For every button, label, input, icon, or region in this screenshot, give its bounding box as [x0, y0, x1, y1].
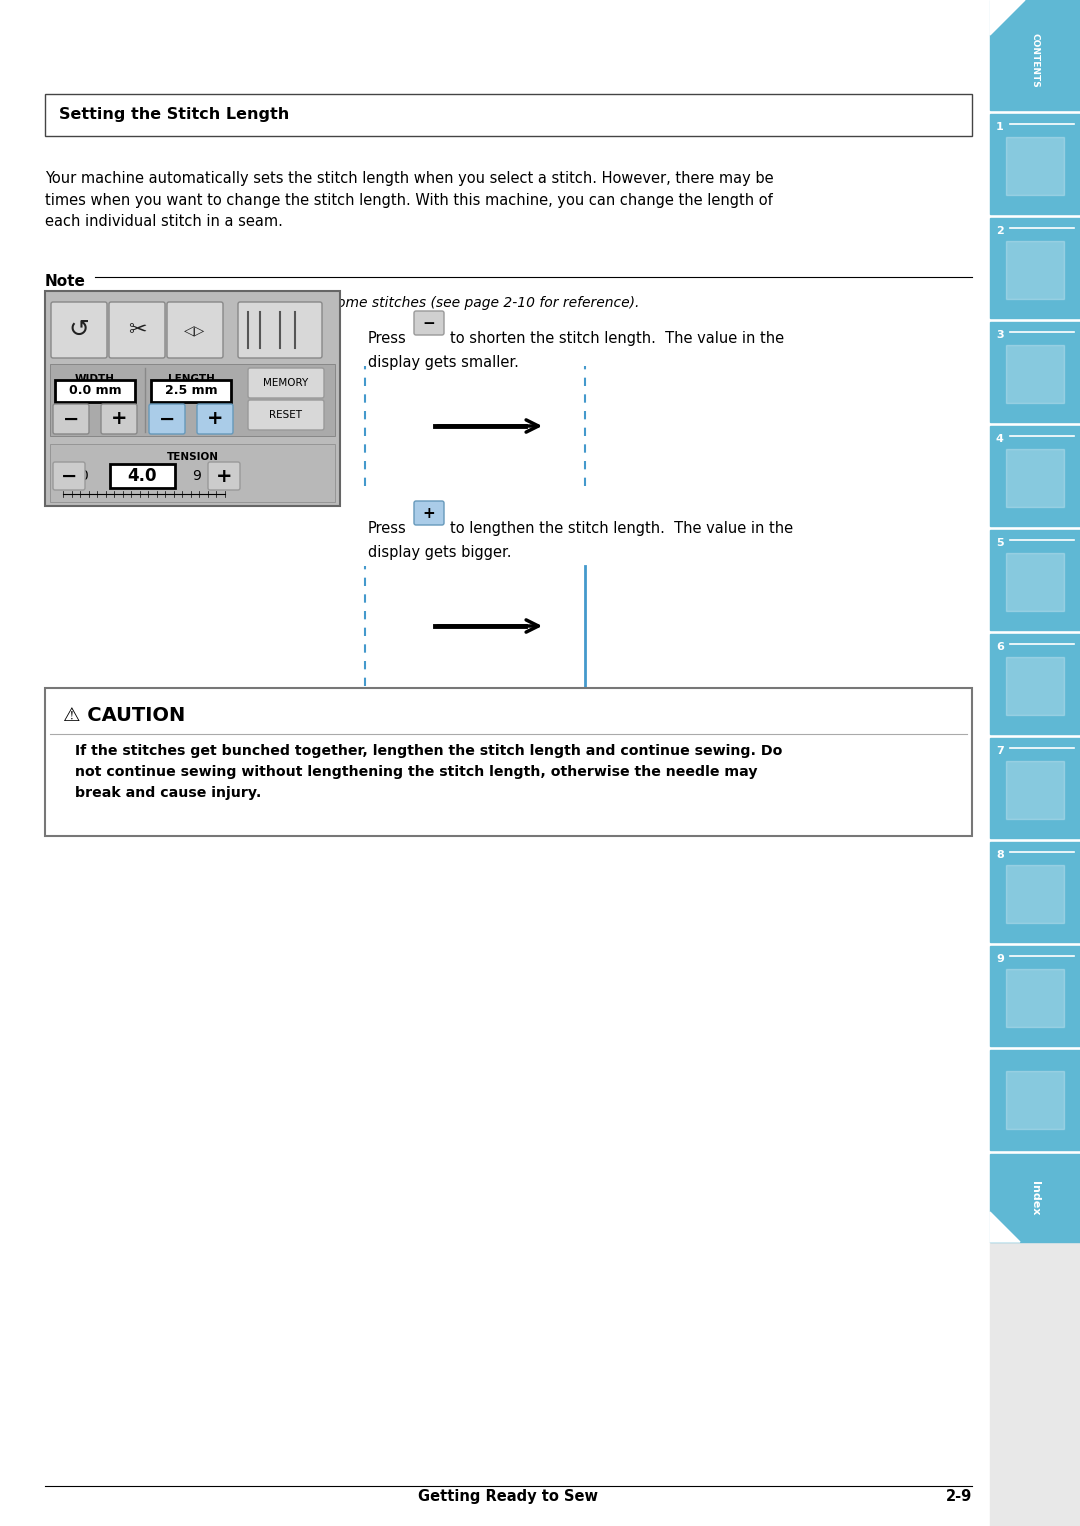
Text: 2: 2	[996, 226, 1003, 237]
Text: +: +	[111, 409, 127, 429]
Text: 5: 5	[996, 539, 1003, 548]
Text: +: +	[216, 467, 232, 485]
Text: ↺: ↺	[68, 317, 90, 342]
Bar	[45, 291, 340, 507]
Bar	[990, 1050, 1080, 1151]
Text: If the stitches get bunched together, lengthen the stitch length and continue se: If the stitches get bunched together, le…	[75, 745, 782, 800]
Bar	[1005, 969, 1064, 1027]
Bar	[990, 739, 1080, 838]
Text: display gets bigger.: display gets bigger.	[368, 545, 512, 560]
FancyBboxPatch shape	[238, 302, 322, 359]
FancyBboxPatch shape	[414, 311, 444, 336]
Bar	[990, 1242, 1080, 1526]
Text: −: −	[63, 409, 79, 429]
Text: −: −	[60, 467, 77, 485]
Text: 7: 7	[996, 746, 1003, 755]
Text: It is not possible to change the length of some stitches (see page 2-10 for refe: It is not possible to change the length …	[45, 296, 639, 310]
FancyBboxPatch shape	[197, 404, 233, 433]
FancyBboxPatch shape	[53, 462, 85, 490]
Polygon shape	[990, 0, 1025, 35]
Polygon shape	[990, 1212, 1020, 1242]
Bar	[45, 95, 972, 136]
FancyBboxPatch shape	[167, 302, 222, 359]
Bar	[990, 633, 1080, 734]
Text: 4: 4	[996, 433, 1004, 444]
FancyBboxPatch shape	[248, 400, 324, 430]
Bar	[1005, 1071, 1064, 1129]
Bar	[1005, 658, 1064, 716]
Text: ◁▷: ◁▷	[185, 324, 205, 337]
Text: MEMORY: MEMORY	[264, 378, 309, 388]
Text: −: −	[159, 409, 175, 429]
Text: CONTENTS: CONTENTS	[1030, 32, 1039, 87]
Text: 9: 9	[192, 468, 202, 484]
Text: Your machine automatically sets the stitch length when you select a stitch. Howe: Your machine automatically sets the stit…	[45, 171, 773, 229]
Text: 2-9: 2-9	[946, 1489, 972, 1505]
Text: ✂: ✂	[127, 320, 146, 340]
Text: RESET: RESET	[270, 410, 302, 420]
FancyBboxPatch shape	[414, 501, 444, 525]
Bar	[1005, 552, 1064, 610]
Bar	[990, 1154, 1080, 1242]
Bar	[990, 530, 1080, 630]
Text: +: +	[422, 505, 435, 520]
Text: LENGTH: LENGTH	[167, 374, 215, 385]
Bar	[1005, 449, 1064, 507]
Text: display gets smaller.: display gets smaller.	[368, 356, 518, 369]
Bar	[1005, 761, 1064, 819]
Bar	[1005, 865, 1064, 923]
Text: 1: 1	[996, 122, 1003, 133]
Text: Press: Press	[368, 331, 407, 346]
Bar	[151, 380, 231, 401]
Bar	[110, 464, 175, 488]
Text: Getting Ready to Sew: Getting Ready to Sew	[419, 1489, 598, 1505]
Bar	[990, 946, 1080, 1045]
FancyBboxPatch shape	[51, 302, 107, 359]
Text: WIDTH: WIDTH	[75, 374, 114, 385]
Text: +: +	[206, 409, 224, 429]
Bar	[990, 218, 1080, 317]
Text: Setting the Stitch Length: Setting the Stitch Length	[59, 107, 289, 122]
Text: Note: Note	[45, 275, 86, 288]
Bar	[50, 365, 335, 436]
Text: 8: 8	[996, 850, 1003, 861]
Text: 0.0 mm: 0.0 mm	[69, 385, 121, 397]
Text: 4.0: 4.0	[127, 467, 157, 485]
Text: 3: 3	[996, 330, 1003, 340]
Text: to shorten the stitch length.  The value in the: to shorten the stitch length. The value …	[450, 331, 784, 346]
Text: 6: 6	[996, 642, 1004, 652]
FancyBboxPatch shape	[109, 302, 165, 359]
Bar	[45, 688, 972, 836]
FancyBboxPatch shape	[248, 368, 324, 398]
Bar	[1005, 241, 1064, 299]
Text: Press: Press	[368, 520, 407, 536]
Bar	[990, 842, 1080, 942]
Bar	[990, 426, 1080, 526]
Text: 0: 0	[79, 468, 87, 484]
Text: to lengthen the stitch length.  The value in the: to lengthen the stitch length. The value…	[450, 520, 793, 536]
Text: 2.5 mm: 2.5 mm	[164, 385, 217, 397]
FancyBboxPatch shape	[53, 404, 89, 433]
Bar	[990, 322, 1080, 423]
Text: TENSION: TENSION	[166, 452, 218, 462]
Bar	[1005, 345, 1064, 403]
Bar	[990, 114, 1080, 214]
Text: 9: 9	[996, 954, 1004, 964]
Text: Index: Index	[1030, 1181, 1040, 1215]
FancyBboxPatch shape	[208, 462, 240, 490]
FancyBboxPatch shape	[149, 404, 185, 433]
Bar	[1005, 137, 1064, 195]
Bar	[50, 444, 335, 502]
Bar	[55, 380, 135, 401]
FancyBboxPatch shape	[102, 404, 137, 433]
Text: −: −	[422, 316, 435, 331]
Text: ⚠ CAUTION: ⚠ CAUTION	[63, 707, 186, 725]
Bar	[990, 0, 1080, 110]
